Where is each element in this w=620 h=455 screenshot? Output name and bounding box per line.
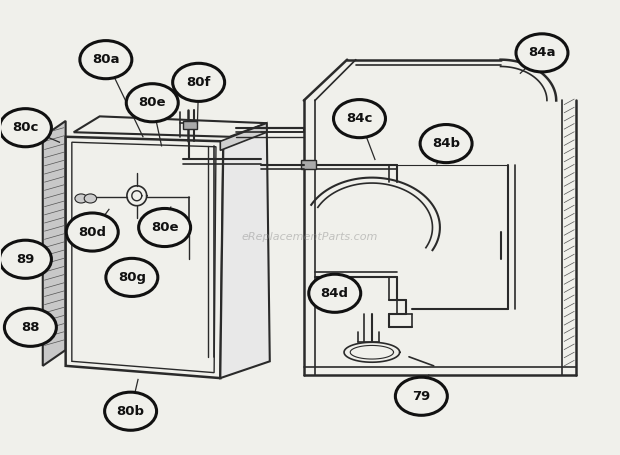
Circle shape — [66, 213, 118, 251]
Circle shape — [309, 274, 361, 312]
Polygon shape — [43, 121, 66, 366]
Polygon shape — [74, 116, 267, 137]
Circle shape — [139, 208, 190, 247]
Polygon shape — [220, 123, 270, 378]
Text: 80e: 80e — [151, 221, 179, 234]
Text: 80f: 80f — [187, 76, 211, 89]
Text: 80c: 80c — [12, 121, 38, 134]
Text: 84b: 84b — [432, 137, 460, 150]
Text: 84a: 84a — [528, 46, 556, 59]
Circle shape — [516, 34, 568, 72]
Circle shape — [105, 392, 157, 430]
Polygon shape — [72, 142, 216, 373]
Circle shape — [126, 84, 178, 122]
Polygon shape — [304, 60, 556, 101]
Circle shape — [80, 40, 132, 79]
Text: 84d: 84d — [321, 287, 348, 300]
Text: 80g: 80g — [118, 271, 146, 284]
Polygon shape — [66, 137, 223, 378]
Circle shape — [0, 109, 51, 147]
Text: 80b: 80b — [117, 404, 144, 418]
Circle shape — [334, 100, 386, 138]
Text: 89: 89 — [16, 253, 35, 266]
Text: 88: 88 — [21, 321, 40, 334]
Circle shape — [420, 125, 472, 162]
Circle shape — [172, 63, 224, 101]
Circle shape — [0, 240, 51, 278]
Circle shape — [396, 377, 448, 415]
Bar — [183, 121, 197, 129]
Text: 79: 79 — [412, 390, 430, 403]
Text: 80e: 80e — [138, 96, 166, 109]
Text: 80a: 80a — [92, 53, 120, 66]
Polygon shape — [220, 123, 267, 151]
Circle shape — [84, 194, 97, 203]
Circle shape — [106, 258, 158, 297]
Circle shape — [75, 194, 87, 203]
Bar — [301, 160, 316, 169]
Text: 80d: 80d — [78, 226, 106, 238]
Circle shape — [4, 308, 56, 346]
Text: eReplacementParts.com: eReplacementParts.com — [242, 232, 378, 242]
Text: 84c: 84c — [347, 112, 373, 125]
